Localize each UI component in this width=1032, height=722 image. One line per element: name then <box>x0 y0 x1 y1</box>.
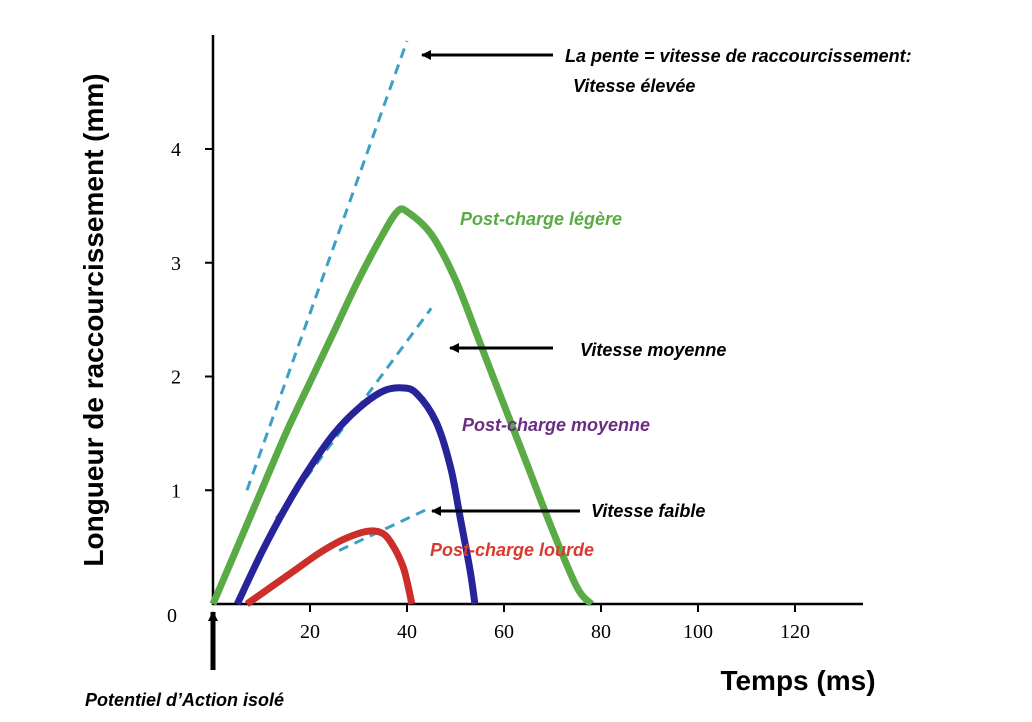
y-tick-label: 2 <box>171 367 181 389</box>
annotation-vitesse-faible: Vitesse faible <box>591 501 705 521</box>
annotation-pente-line1: La pente = vitesse de raccourcissement: <box>565 46 912 66</box>
slope-lines <box>245 40 433 552</box>
origin-label: 0 <box>167 605 177 627</box>
x-axis-title: Temps (ms) <box>720 665 875 696</box>
series-line <box>209 205 594 607</box>
x-tick-label: 120 <box>780 621 810 643</box>
series-line <box>244 527 416 607</box>
label-post-charge-lourde: Post-charge lourde <box>430 540 594 560</box>
series-lines <box>209 205 594 607</box>
x-tick-label: 60 <box>494 621 514 643</box>
label-post-charge-legere: Post-charge légère <box>460 209 622 229</box>
x-tick-label: 40 <box>397 621 417 643</box>
y-tick-label: 3 <box>171 253 181 275</box>
tick-group: 20 40 60 80 100 120 1 2 3 4 <box>171 139 810 643</box>
y-tick-label: 1 <box>171 480 181 502</box>
annotation-pente-line2: Vitesse élevée <box>573 76 695 96</box>
y-axis-title: Longueur de raccourcissement (mm) <box>78 73 109 566</box>
annotation-potentiel-action: Potentiel d’Action isolé <box>85 690 284 710</box>
annotation-vitesse-moyenne: Vitesse moyenne <box>580 340 726 360</box>
label-post-charge-moyenne: Post-charge moyenne <box>462 415 650 435</box>
x-tick-label: 20 <box>300 621 320 643</box>
x-tick-label: 100 <box>683 621 713 643</box>
series-line <box>234 384 479 606</box>
y-tick-label: 4 <box>171 139 181 161</box>
slope-line <box>245 40 409 491</box>
slope-line <box>338 505 432 552</box>
x-tick-label: 80 <box>591 621 611 643</box>
